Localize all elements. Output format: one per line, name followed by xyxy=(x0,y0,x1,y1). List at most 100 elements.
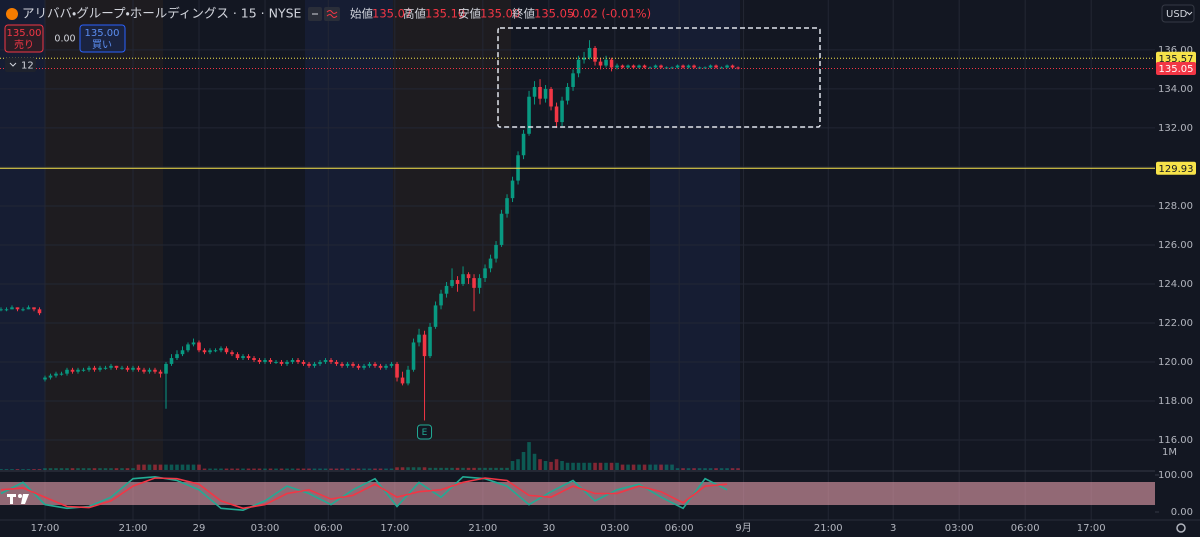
candle-body xyxy=(197,342,201,351)
volume-bar xyxy=(120,468,124,470)
volume-bar xyxy=(351,468,355,470)
candle-body xyxy=(351,363,355,366)
volume-bar xyxy=(472,467,476,470)
osc-tick-label: 100.00 xyxy=(1158,470,1193,481)
volume-bar xyxy=(461,467,465,470)
volume-bar xyxy=(582,462,586,470)
x-tick-label: 06:00 xyxy=(1011,523,1040,534)
volume-bar xyxy=(719,468,724,470)
volume-bar xyxy=(15,469,20,470)
legend-change: -0.02 (-0.01%) xyxy=(568,7,651,21)
x-tick-label: 21:00 xyxy=(119,523,148,534)
volume-bar xyxy=(532,453,537,470)
buy-button[interactable] xyxy=(79,24,126,53)
volume-bar xyxy=(615,462,619,470)
candle-body xyxy=(76,369,80,372)
oscillator-line xyxy=(0,477,728,510)
x-tick-label: 06:00 xyxy=(665,523,694,534)
candle-body xyxy=(417,334,421,343)
candle-body xyxy=(125,367,130,370)
candle-body xyxy=(367,363,372,366)
candle-body xyxy=(653,65,658,68)
volume-bar xyxy=(318,468,322,470)
buy-label: 買い xyxy=(92,39,112,51)
candle-body xyxy=(373,363,377,366)
session-band xyxy=(305,0,393,470)
volume-bar xyxy=(433,467,438,470)
currency: USD xyxy=(1166,9,1188,20)
volume-bar xyxy=(565,462,570,470)
volume-bar xyxy=(109,468,113,470)
volume-bar xyxy=(488,467,493,470)
candle-body xyxy=(241,356,245,359)
compare-button[interactable] xyxy=(324,7,340,21)
x-tick-label: 03:00 xyxy=(600,523,629,534)
volume-bar xyxy=(208,468,212,470)
candle-body xyxy=(230,352,234,355)
symbol-title[interactable]: アリババ・グループ・ホールディングス · 15 · NYSE xyxy=(22,6,302,21)
volume-bar xyxy=(626,464,630,470)
candle-body xyxy=(65,369,69,374)
candle-body xyxy=(521,133,526,156)
legend-value: 135.07 xyxy=(372,7,412,21)
candle-body xyxy=(70,369,75,372)
y-tick-label: 134.00 xyxy=(1158,84,1193,95)
candle-body xyxy=(411,342,416,370)
candle-body xyxy=(263,360,267,362)
volume-bar xyxy=(428,467,432,470)
candle-body xyxy=(109,365,113,368)
candle-body xyxy=(103,367,108,369)
volume-bar xyxy=(384,468,388,470)
candle-body xyxy=(565,86,570,101)
candle-body xyxy=(274,361,278,363)
volume-bar xyxy=(345,468,350,470)
volume-bar xyxy=(516,459,520,470)
candle-body xyxy=(384,365,388,368)
session-band xyxy=(0,0,45,470)
sell-price: 135.00 xyxy=(7,28,42,39)
volume-bar xyxy=(725,468,729,470)
volume-bar xyxy=(609,462,614,470)
icon xyxy=(326,10,338,18)
volume-bar xyxy=(230,468,234,470)
candle-body xyxy=(59,373,64,375)
volume-bar xyxy=(681,468,685,470)
candle-body xyxy=(472,278,476,288)
volume-bar xyxy=(648,464,652,470)
volume-bar xyxy=(714,468,718,470)
legend-value: 135.10 xyxy=(425,7,465,21)
volume-bar xyxy=(43,468,47,470)
candle-body xyxy=(131,367,135,370)
y-tick-label: 122.00 xyxy=(1158,318,1193,329)
indicator-toggle[interactable] xyxy=(5,58,36,72)
candle-body xyxy=(21,309,25,311)
volume-bar xyxy=(246,468,251,470)
session-bands xyxy=(0,0,740,470)
candle-body xyxy=(202,350,207,353)
session-band xyxy=(393,0,511,470)
x-tick-label: 03:00 xyxy=(251,523,280,534)
sell-button[interactable] xyxy=(4,24,44,53)
settings-button[interactable] xyxy=(1176,523,1186,533)
candle-body xyxy=(444,285,449,294)
candle-body xyxy=(318,361,322,364)
x-tick-label: 06:00 xyxy=(314,523,343,534)
candle-body xyxy=(576,59,581,74)
candle-body xyxy=(180,350,185,355)
candle-body xyxy=(0,309,3,311)
candle-body xyxy=(290,360,295,362)
volume-bar xyxy=(686,468,691,470)
candle-body xyxy=(708,65,713,68)
candle-body xyxy=(219,348,223,351)
candle-body xyxy=(81,369,86,371)
candle-body xyxy=(307,363,311,366)
currency-button[interactable] xyxy=(1161,4,1195,23)
volume-bar xyxy=(400,467,405,470)
volume-bar xyxy=(329,468,333,470)
oscillator-line xyxy=(0,475,728,512)
volume-bar xyxy=(510,460,515,470)
candle-body xyxy=(477,278,482,288)
volume-bar xyxy=(730,468,735,470)
candle-body xyxy=(681,65,685,68)
